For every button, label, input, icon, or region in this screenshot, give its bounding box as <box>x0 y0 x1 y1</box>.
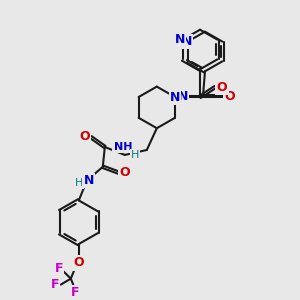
Text: O: O <box>80 130 90 142</box>
Text: F: F <box>70 286 79 299</box>
Text: N: N <box>175 33 185 46</box>
Text: N: N <box>170 91 180 103</box>
Text: F: F <box>51 278 59 291</box>
Text: O: O <box>217 81 227 94</box>
Text: NH: NH <box>114 142 132 152</box>
Text: H: H <box>130 150 139 160</box>
Text: O: O <box>74 256 84 269</box>
Text: N: N <box>84 174 94 187</box>
Text: O: O <box>225 89 235 103</box>
Text: O: O <box>119 166 130 179</box>
Text: N: N <box>182 35 192 48</box>
Text: N: N <box>178 89 188 103</box>
Text: F: F <box>55 262 63 275</box>
Text: H: H <box>75 178 83 188</box>
